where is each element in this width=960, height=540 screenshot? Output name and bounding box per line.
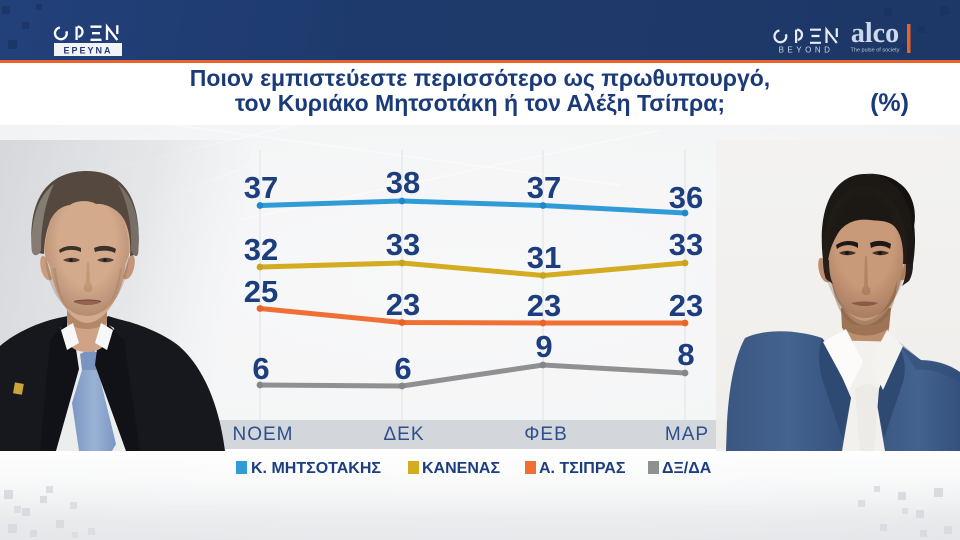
svg-text:The pulse of society: The pulse of society	[851, 48, 900, 54]
svg-text:BEYOND: BEYOND	[779, 46, 834, 55]
svg-text:alco: alco	[851, 18, 899, 49]
svg-text:ΕΡΕΥΝΑ: ΕΡΕΥΝΑ	[63, 46, 112, 56]
